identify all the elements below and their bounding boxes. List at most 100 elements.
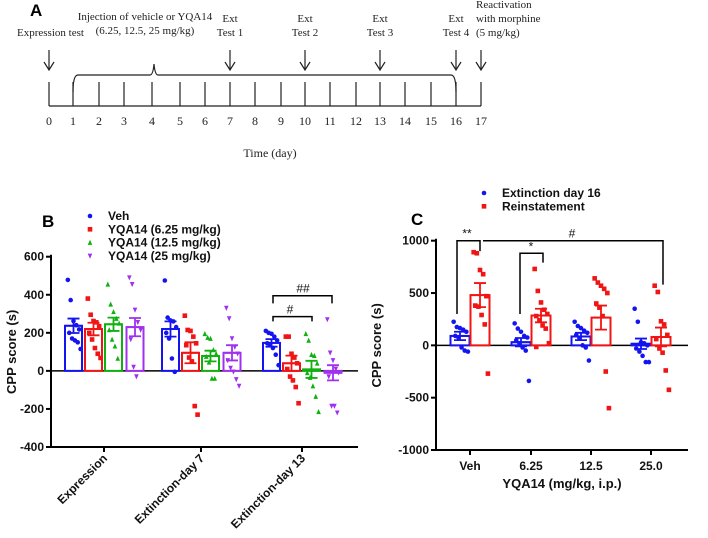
event-label: Reactivation <box>476 0 532 11</box>
data-point <box>192 403 198 409</box>
data-point <box>310 383 316 389</box>
data-point <box>231 369 236 375</box>
data-point <box>518 329 524 335</box>
down-arrow-icon <box>475 50 487 72</box>
data-point <box>663 368 669 373</box>
legend-label: Reinstatement <box>502 199 585 213</box>
event-label: Ext <box>297 13 312 25</box>
data-point <box>162 278 168 283</box>
data-point <box>85 296 91 301</box>
data-point <box>226 316 232 322</box>
error-bar <box>531 307 551 324</box>
data-point <box>632 306 637 312</box>
y-tick-label: 0 <box>422 338 429 352</box>
data-point <box>477 267 483 273</box>
data-point <box>538 300 544 305</box>
day-label: 2 <box>96 114 102 128</box>
data-point <box>269 331 274 337</box>
legend-marker <box>87 227 93 232</box>
data-point <box>183 342 189 348</box>
data-point <box>138 327 143 333</box>
chart-c: 1000 500 0 -500 -1000 CPP score (s) YQA14 (mg/… <box>369 186 688 491</box>
data-point <box>606 405 612 411</box>
data-point <box>471 249 476 255</box>
legend-marker <box>87 253 93 259</box>
data-point <box>658 318 664 324</box>
data-point <box>526 378 532 384</box>
data-point <box>314 360 320 366</box>
event-label: Test 3 <box>367 27 394 39</box>
data-point <box>233 377 239 383</box>
data-point <box>605 290 610 296</box>
panel-label-a: A <box>30 1 42 20</box>
legend-marker <box>481 204 487 209</box>
data-point <box>112 343 118 349</box>
data-point <box>109 336 115 342</box>
data-point <box>661 322 667 327</box>
error-bar <box>511 337 531 348</box>
data-point <box>92 345 98 351</box>
x-tick-label: 12.5 <box>579 459 603 473</box>
data-point <box>287 374 293 379</box>
day-label: 0 <box>46 114 52 128</box>
day-label: 8 <box>252 114 258 128</box>
data-point <box>472 303 478 308</box>
data-point <box>459 345 464 350</box>
injection-label: (6.25, 12.5, 25 mg/kg) <box>96 25 195 37</box>
data-point <box>646 359 652 365</box>
data-point <box>306 337 311 343</box>
data-point <box>652 283 657 288</box>
data-point <box>296 400 301 406</box>
data-point <box>484 293 489 299</box>
data-point <box>205 334 210 340</box>
data-point <box>601 286 607 292</box>
event-label: (5 mg/kg) <box>476 27 520 39</box>
day-label: 5 <box>177 114 183 128</box>
data-point <box>189 359 195 364</box>
significance-bracket <box>456 239 481 314</box>
legend-label: Extinction day 16 <box>502 186 601 200</box>
data-point <box>163 330 169 336</box>
day-label: 11 <box>324 114 336 128</box>
data-point <box>313 393 319 399</box>
data-point <box>286 334 291 339</box>
data-point <box>666 387 672 393</box>
event-label: with morphine <box>476 13 541 25</box>
data-point <box>533 344 539 350</box>
data-point <box>213 350 219 357</box>
data-point <box>212 375 218 381</box>
data-point <box>586 358 592 363</box>
data-point <box>660 350 665 355</box>
data-point <box>583 345 589 350</box>
data-point <box>512 321 517 326</box>
data-point <box>76 327 82 332</box>
data-point <box>68 297 73 303</box>
data-point <box>485 371 491 376</box>
error-bar <box>591 304 611 331</box>
down-arrow-icon <box>299 50 311 72</box>
data-point <box>236 383 242 389</box>
significance-bracket <box>519 252 544 314</box>
significance-label: # <box>569 227 576 241</box>
data-point <box>572 319 577 325</box>
data-point <box>89 337 95 342</box>
y-tick-label: 200 <box>24 326 44 340</box>
y-tick-label: 1000 <box>402 234 429 248</box>
event-label: Ext <box>222 13 237 25</box>
data-point <box>78 346 83 352</box>
significance-label: * <box>529 239 534 253</box>
data-point <box>515 326 521 331</box>
data-point <box>289 351 294 357</box>
x-tick-label: Extinction-day 7 <box>132 451 208 527</box>
data-point <box>513 337 519 343</box>
data-point <box>186 355 192 360</box>
data-point <box>326 374 332 380</box>
x-tick-label: Veh <box>459 459 480 473</box>
day-label: 16 <box>450 114 462 128</box>
data-point <box>229 336 235 342</box>
data-point <box>131 364 136 370</box>
data-point <box>316 408 321 415</box>
legend-label: YQA14 (6.25 mg/kg) <box>108 222 221 236</box>
data-point <box>127 275 132 281</box>
